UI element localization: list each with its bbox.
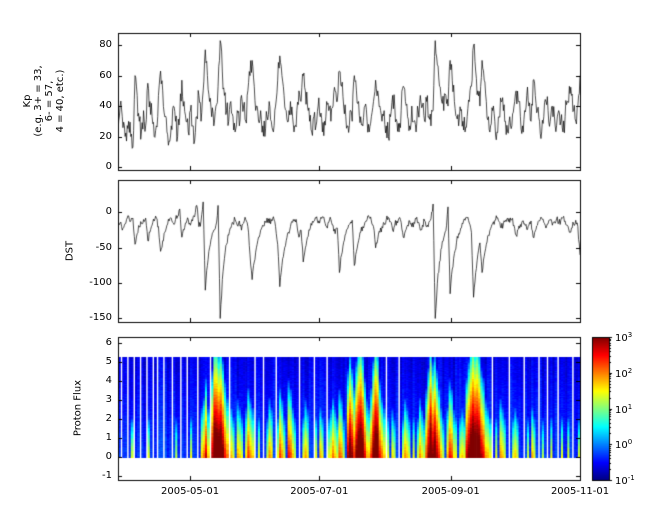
flux-ytick-label: 1 xyxy=(105,432,112,444)
kp-ytick-label: 80 xyxy=(99,39,112,51)
xtick-label: 2005-05-01 xyxy=(160,486,220,497)
dst-ytick-label: -150 xyxy=(89,312,112,324)
colorbar-tick-label: 102 xyxy=(615,366,633,380)
flux-ytick-label: 6 xyxy=(105,336,112,348)
flux-ytick-label: 4 xyxy=(105,374,112,386)
kp-axis-label: Kp (e.g. 3+ = 33, 6- = 57, 4 = 40, etc.) xyxy=(22,65,66,136)
colorbar-tick-label: 10-1 xyxy=(615,473,635,488)
dst-ytick-label: -100 xyxy=(89,277,112,289)
flux-ytick-label: 0 xyxy=(105,451,112,463)
kp-axis-label-line-2: (e.g. 3+ = 33, xyxy=(33,65,44,137)
kp-ytick-label: 60 xyxy=(99,69,112,81)
proton-flux-axis-label: Proton Flux xyxy=(72,379,84,437)
colorbar-tick-label: 103 xyxy=(615,330,633,345)
dst-ytick-label: -50 xyxy=(95,241,112,253)
colorbar-tick-label: 100 xyxy=(615,438,633,452)
colorbar-tick-label: 101 xyxy=(615,402,633,416)
flux-ytick-label: -1 xyxy=(102,470,112,482)
kp-ytick-label: 0 xyxy=(105,160,112,172)
kp-ytick-label: 40 xyxy=(99,100,112,112)
kp-axis-label-line-4: 4 = 40, etc.) xyxy=(55,69,66,133)
xtick-label: 2005-07-01 xyxy=(290,486,349,497)
dst-ytick-label: 0 xyxy=(105,206,112,218)
xtick-label: 2005-11-01 xyxy=(550,486,610,497)
dst-axis-label: DST xyxy=(64,240,76,262)
flux-ytick-label: 2 xyxy=(105,412,112,424)
xtick-label: 2005-09-01 xyxy=(421,486,480,497)
flux-ytick-label: 3 xyxy=(105,393,112,405)
kp-ytick-label: 20 xyxy=(99,130,112,142)
flux-ytick-label: 5 xyxy=(105,355,112,367)
kp-axis-label-line-3: 6- = 57, xyxy=(44,80,55,122)
kp-axis-label-line-1: Kp xyxy=(22,94,33,108)
